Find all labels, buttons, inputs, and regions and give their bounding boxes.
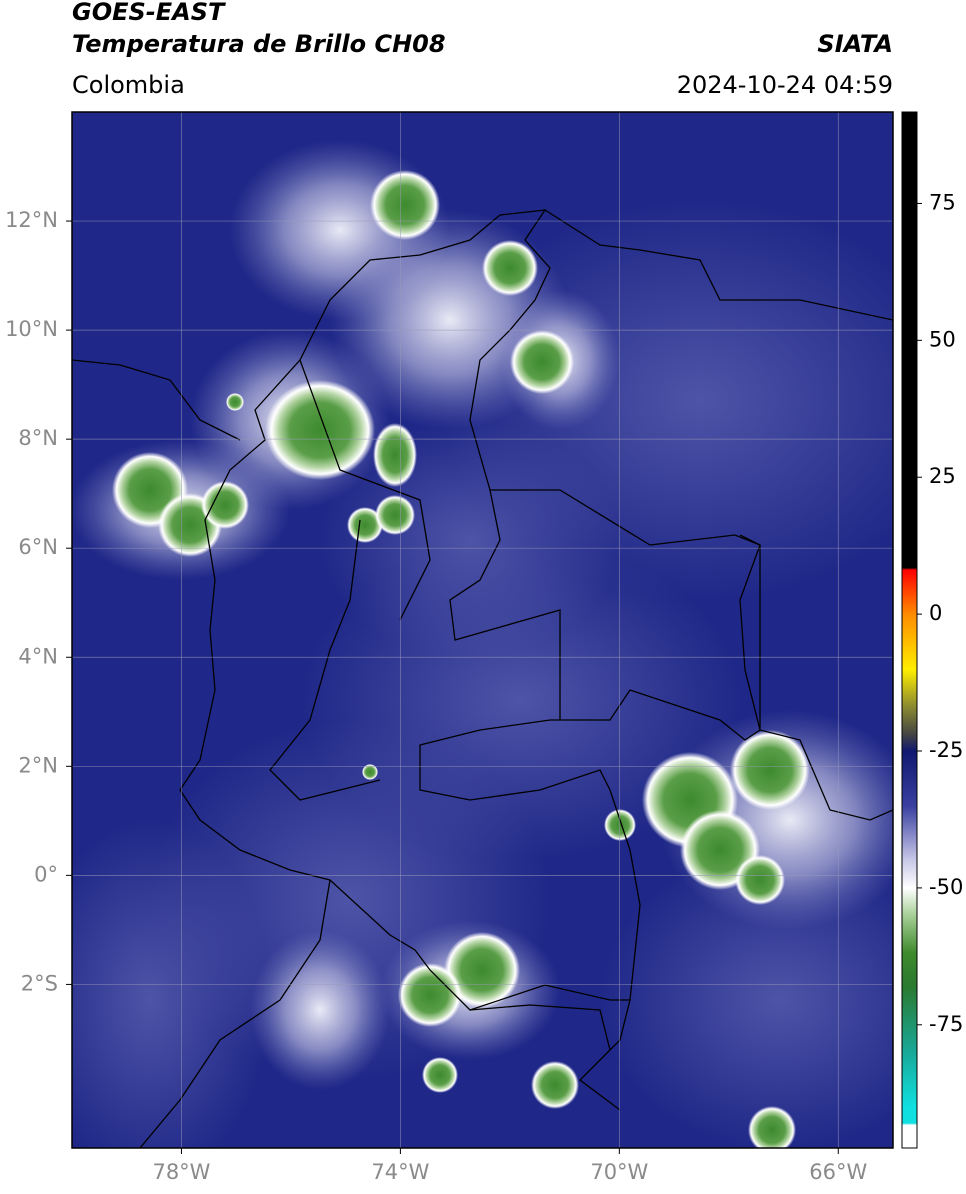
y-tick-label: 4°N — [18, 644, 58, 668]
map-frame — [71, 111, 894, 1149]
y-tick-label: 10°N — [5, 317, 58, 341]
y-tick-label: 2°N — [18, 753, 58, 777]
colorbar — [901, 111, 918, 1149]
y-tick-label: 2°S — [21, 971, 58, 995]
product: Temperatura de Brillo CH08 — [72, 30, 446, 58]
colorbar-tick-label: -25 — [929, 738, 963, 762]
x-tick-label: 66°W — [809, 1160, 867, 1184]
x-tick-label: 74°W — [371, 1160, 429, 1184]
x-tick-label: 78°W — [152, 1160, 210, 1184]
map-image — [72, 112, 893, 1148]
y-tick-label: 6°N — [18, 535, 58, 559]
x-tick-label: 70°W — [590, 1160, 648, 1184]
colorbar-tick-label: 75 — [929, 190, 956, 214]
colorbar-tick-label: 25 — [929, 464, 956, 488]
y-tick-label: 8°N — [18, 426, 58, 450]
datetime: 2024-10-24 04:59 — [677, 71, 893, 99]
satellite: GOES-EAST — [72, 0, 226, 26]
colorbar-tick-label: 50 — [929, 327, 956, 351]
colorbar-tick-label: -50 — [929, 875, 963, 899]
y-tick-label: 12°N — [5, 208, 58, 232]
source: SIATA — [817, 30, 893, 58]
colorbar-tick-label: 0 — [929, 601, 942, 625]
region: Colombia — [72, 71, 185, 99]
colorbar-tick-label: -75 — [929, 1012, 963, 1036]
y-tick-label: 0° — [34, 862, 58, 886]
